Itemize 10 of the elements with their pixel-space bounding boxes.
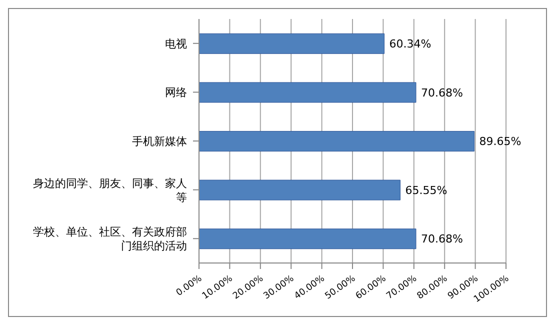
y-tick-label: 学校、单位、社区、有关政府部门组织的活动 [33, 225, 187, 252]
data-label: 60.34% [389, 38, 432, 51]
data-label: 70.68% [420, 86, 463, 100]
y-tick-label: 手机新媒体 [132, 134, 187, 148]
y-tick-label: 网络 [165, 86, 187, 99]
y-tick-label: 电视 [165, 36, 187, 50]
data-label: 65.55% [405, 184, 448, 197]
data-label: 89.65% [479, 135, 522, 148]
data-label: 70.68% [420, 232, 463, 246]
y-tick-label: 身边的同学、朋友、同事、家人等 [33, 176, 187, 204]
